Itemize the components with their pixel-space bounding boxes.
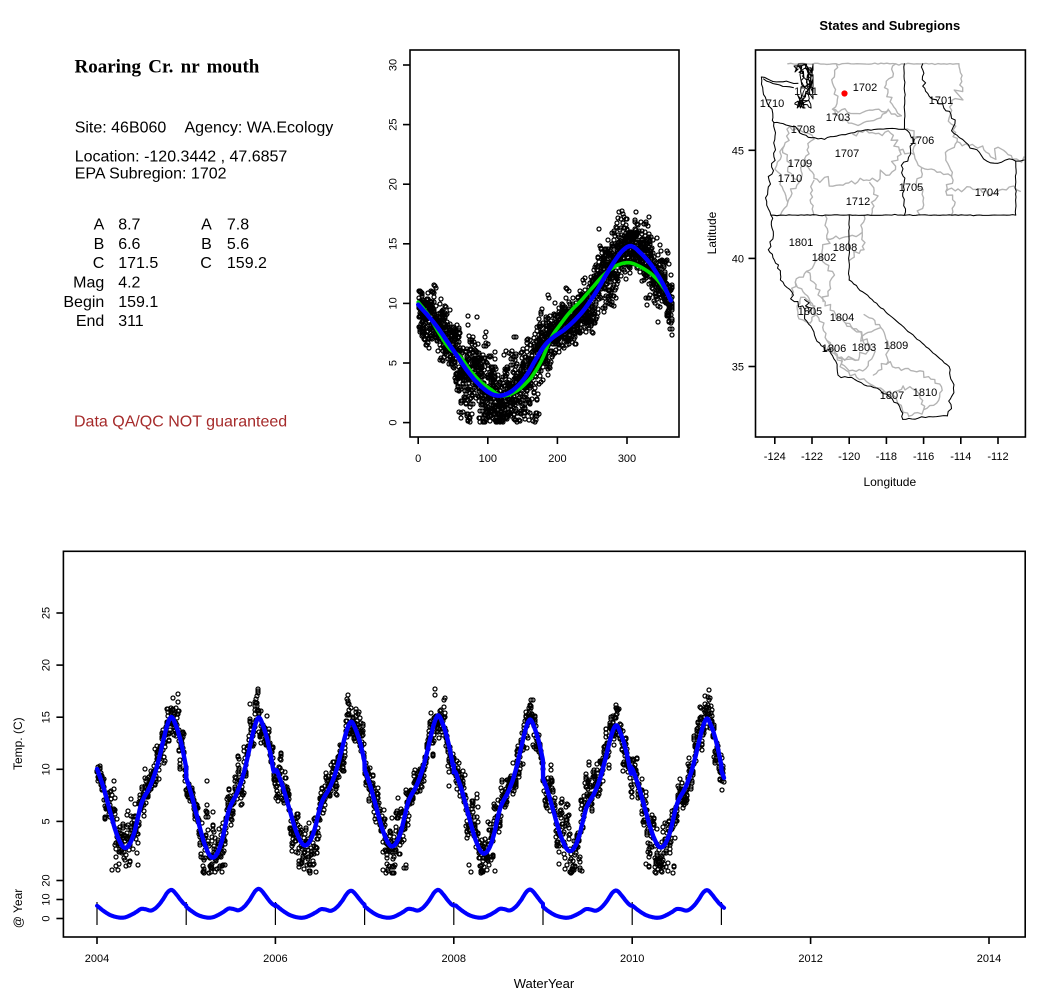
- svg-text:-112: -112: [987, 451, 1008, 463]
- svg-text:1710: 1710: [778, 173, 802, 185]
- svg-text:15: 15: [388, 238, 400, 250]
- svg-text:5: 5: [40, 818, 52, 824]
- svg-text:40: 40: [732, 253, 744, 265]
- svg-text:1804: 1804: [830, 312, 854, 324]
- svg-text:1712: 1712: [846, 196, 870, 208]
- svg-text:20: 20: [388, 178, 400, 190]
- svg-text:B: B: [201, 236, 212, 253]
- svg-text:4.2: 4.2: [118, 275, 140, 292]
- svg-text:25: 25: [388, 118, 400, 130]
- svg-text:B: B: [94, 236, 105, 253]
- svg-text:1702: 1702: [853, 82, 877, 94]
- svg-text:0: 0: [388, 420, 400, 426]
- svg-text:6.6: 6.6: [118, 236, 140, 253]
- svg-text:Agency: WA.Ecology: Agency: WA.Ecology: [185, 119, 334, 136]
- svg-text:-114: -114: [950, 451, 971, 463]
- svg-text:2008: 2008: [442, 953, 466, 965]
- svg-text:End: End: [76, 313, 104, 330]
- svg-text:Mag: Mag: [73, 275, 104, 292]
- svg-text:1810: 1810: [913, 387, 937, 399]
- svg-text:C: C: [200, 255, 212, 272]
- svg-text:10: 10: [40, 893, 52, 905]
- svg-text:1701: 1701: [929, 95, 953, 107]
- svg-text:25: 25: [40, 607, 52, 619]
- svg-text:C: C: [93, 255, 105, 272]
- svg-text:8.7: 8.7: [118, 217, 140, 234]
- svg-text:1709: 1709: [788, 158, 812, 170]
- svg-text:2014: 2014: [977, 953, 1001, 965]
- svg-text:States and Subregions: States and Subregions: [819, 18, 960, 33]
- svg-text:Temp. (C): Temp. (C): [11, 717, 25, 770]
- svg-text:2010: 2010: [620, 953, 644, 965]
- svg-text:45: 45: [732, 145, 744, 157]
- svg-text:-122: -122: [801, 451, 823, 463]
- svg-text:-120: -120: [838, 451, 860, 463]
- svg-text:WaterYear: WaterYear: [514, 976, 575, 991]
- svg-text:1802: 1802: [812, 252, 836, 264]
- svg-text:A: A: [94, 217, 105, 234]
- svg-text:1707: 1707: [835, 148, 859, 160]
- svg-text:1801: 1801: [789, 237, 813, 249]
- svg-text:1806: 1806: [822, 343, 846, 355]
- svg-text:1808: 1808: [833, 242, 857, 254]
- svg-text:30: 30: [388, 59, 400, 71]
- svg-text:311: 311: [118, 313, 144, 330]
- svg-text:159.2: 159.2: [227, 255, 267, 272]
- svg-text:5: 5: [388, 360, 400, 366]
- svg-text:1807: 1807: [880, 390, 904, 402]
- svg-text:1705: 1705: [899, 182, 923, 194]
- svg-text:2006: 2006: [263, 953, 287, 965]
- svg-text:171.5: 171.5: [118, 255, 158, 272]
- svg-text:EPA Subregion: 1702: EPA Subregion: 1702: [75, 166, 227, 183]
- svg-text:2012: 2012: [798, 953, 822, 965]
- svg-text:1708: 1708: [791, 124, 815, 136]
- svg-text:Roaring Cr. nr mouth: Roaring Cr. nr mouth: [75, 57, 260, 78]
- svg-text:200: 200: [548, 453, 566, 465]
- svg-text:Latitude: Latitude: [705, 211, 719, 254]
- svg-text:20: 20: [40, 874, 52, 886]
- svg-text:1803: 1803: [852, 342, 876, 354]
- svg-text:@ Year: @ Year: [11, 889, 25, 929]
- svg-text:Begin: Begin: [63, 294, 104, 311]
- svg-text:1710: 1710: [760, 98, 784, 110]
- svg-text:20: 20: [40, 659, 52, 671]
- svg-text:1809: 1809: [884, 340, 908, 352]
- svg-text:Data QA/QC NOT guaranteed: Data QA/QC NOT guaranteed: [74, 414, 287, 431]
- svg-text:300: 300: [618, 453, 636, 465]
- svg-text:10: 10: [388, 297, 400, 309]
- svg-text:10: 10: [40, 763, 52, 775]
- svg-text:5.6: 5.6: [227, 236, 249, 253]
- svg-text:Site: 46B060: Site: 46B060: [75, 119, 167, 136]
- svg-text:1711: 1711: [794, 86, 818, 98]
- svg-text:1805: 1805: [798, 306, 822, 318]
- svg-text:1703: 1703: [826, 112, 850, 124]
- svg-text:0: 0: [415, 453, 421, 465]
- svg-text:35: 35: [732, 361, 744, 373]
- svg-text:159.1: 159.1: [118, 294, 158, 311]
- svg-text:100: 100: [479, 453, 497, 465]
- svg-text:Location: -120.3442 , 47.6857: Location: -120.3442 , 47.6857: [75, 149, 288, 166]
- svg-text:-116: -116: [913, 451, 934, 463]
- svg-text:15: 15: [40, 711, 52, 723]
- svg-text:7.8: 7.8: [227, 217, 249, 234]
- svg-text:1704: 1704: [975, 187, 999, 199]
- svg-text:2004: 2004: [85, 953, 109, 965]
- svg-text:Longitude: Longitude: [863, 475, 916, 489]
- svg-text:A: A: [201, 217, 212, 234]
- svg-text:-118: -118: [876, 451, 897, 463]
- svg-text:-124: -124: [764, 451, 786, 463]
- svg-text:0: 0: [40, 915, 52, 921]
- svg-text:1706: 1706: [910, 135, 934, 147]
